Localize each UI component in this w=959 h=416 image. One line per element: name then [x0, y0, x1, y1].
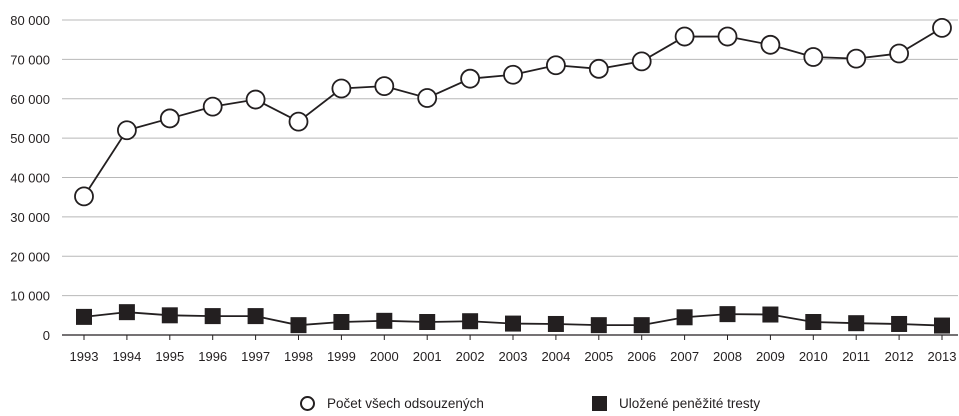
point-square — [204, 308, 221, 325]
y-tick-label: 0 — [43, 328, 50, 343]
x-tick-label: 1996 — [198, 349, 227, 364]
legend-circle-marker — [300, 396, 315, 411]
point-circle — [74, 186, 94, 207]
point-square — [805, 314, 822, 331]
x-tick-label: 2007 — [670, 349, 699, 364]
point-square — [547, 315, 564, 332]
y-tick-label: 80 000 — [10, 13, 50, 28]
x-tick-label: 2009 — [756, 349, 785, 364]
x-tick-label: 2004 — [541, 349, 570, 364]
x-tick-label: 2010 — [799, 349, 828, 364]
x-tick-label: 2006 — [627, 349, 656, 364]
y-tick-label: 20 000 — [10, 249, 50, 264]
point-square — [891, 315, 908, 332]
y-tick-label: 10 000 — [10, 289, 50, 304]
x-tick-label: 2013 — [928, 349, 957, 364]
point-circle — [631, 51, 652, 72]
point-circle — [760, 34, 781, 55]
legend-square-marker — [592, 396, 607, 411]
point-square — [333, 314, 350, 331]
y-tick-label: 30 000 — [10, 210, 50, 225]
point-circle — [889, 43, 909, 64]
point-square — [505, 315, 521, 332]
legend: Počet všech odsouzených Uložené peněžité… — [0, 396, 959, 416]
point-square — [118, 304, 135, 321]
point-circle — [202, 96, 223, 117]
legend-item-fines: Uložené peněžité tresty — [592, 396, 760, 411]
point-square — [290, 317, 307, 334]
point-circle — [717, 26, 738, 47]
point-circle — [159, 108, 180, 129]
point-square — [590, 317, 607, 334]
point-circle — [374, 76, 395, 97]
x-tick-label: 2003 — [499, 349, 528, 364]
point-circle — [803, 47, 824, 67]
point-square — [848, 315, 865, 332]
y-axis: 0 10 000 20 000 30 000 40 000 50 000 60 000 70 … — [10, 13, 50, 343]
x-tick-label: 1993 — [70, 349, 99, 364]
x-tick-label: 1999 — [327, 349, 356, 364]
x-tick-label: 2008 — [713, 349, 742, 364]
x-tick-label: 2012 — [885, 349, 914, 364]
point-square — [762, 306, 779, 323]
x-tick-label: 2002 — [456, 349, 485, 364]
point-square — [719, 306, 736, 323]
x-tick-label: 1995 — [155, 349, 184, 364]
x-tick-label: 2001 — [413, 349, 442, 364]
point-circle — [503, 64, 523, 85]
point-square — [934, 317, 950, 334]
point-square — [247, 308, 264, 325]
point-square — [676, 309, 693, 326]
point-square — [376, 312, 393, 329]
point-circle — [588, 58, 609, 79]
x-tick-label: 2000 — [370, 349, 399, 364]
point-circle — [846, 48, 867, 69]
legend-label-convicted: Počet všech odsouzených — [327, 396, 484, 411]
point-square — [419, 314, 436, 331]
x-tick-label: 1994 — [112, 349, 141, 364]
point-circle — [674, 26, 695, 47]
x-axis: 1993 1994 1995 1996 1997 1998 1999 2000 2001 2002… — [62, 334, 958, 364]
series-markers — [74, 17, 952, 334]
x-tick-label: 1998 — [284, 349, 313, 364]
gridlines — [62, 19, 958, 297]
point-square — [161, 307, 178, 324]
point-circle — [546, 55, 566, 76]
point-circle — [331, 78, 352, 99]
point-circle — [417, 88, 438, 108]
x-tick-label: 1997 — [241, 349, 270, 364]
point-circle — [460, 68, 481, 89]
point-circle — [288, 111, 309, 132]
y-tick-label: 70 000 — [10, 52, 50, 67]
point-square — [76, 308, 92, 325]
point-circle — [245, 89, 266, 110]
point-circle — [932, 17, 952, 38]
line-chart: 0 10 000 20 000 30 000 40 000 50 000 60 000 70 … — [10, 13, 958, 364]
point-square — [633, 317, 650, 334]
y-tick-label: 60 000 — [10, 92, 50, 107]
x-tick-label: 2011 — [842, 349, 870, 364]
y-tick-label: 40 000 — [10, 171, 50, 186]
legend-item-convicted: Počet všech odsouzených — [300, 396, 484, 411]
point-square — [462, 313, 479, 330]
y-tick-label: 50 000 — [10, 131, 50, 146]
x-tick-label: 2005 — [584, 349, 613, 364]
point-circle — [117, 120, 137, 141]
legend-label-fines: Uložené peněžité tresty — [619, 396, 761, 411]
